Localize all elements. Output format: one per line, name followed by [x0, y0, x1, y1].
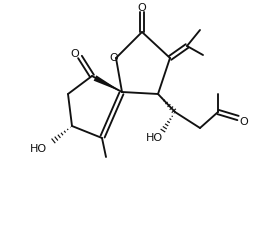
Text: HO: HO [30, 144, 47, 154]
Text: HO: HO [145, 133, 163, 143]
Text: O: O [110, 53, 118, 63]
Polygon shape [94, 75, 122, 92]
Text: O: O [138, 3, 146, 13]
Text: O: O [71, 49, 79, 59]
Text: O: O [240, 117, 248, 127]
